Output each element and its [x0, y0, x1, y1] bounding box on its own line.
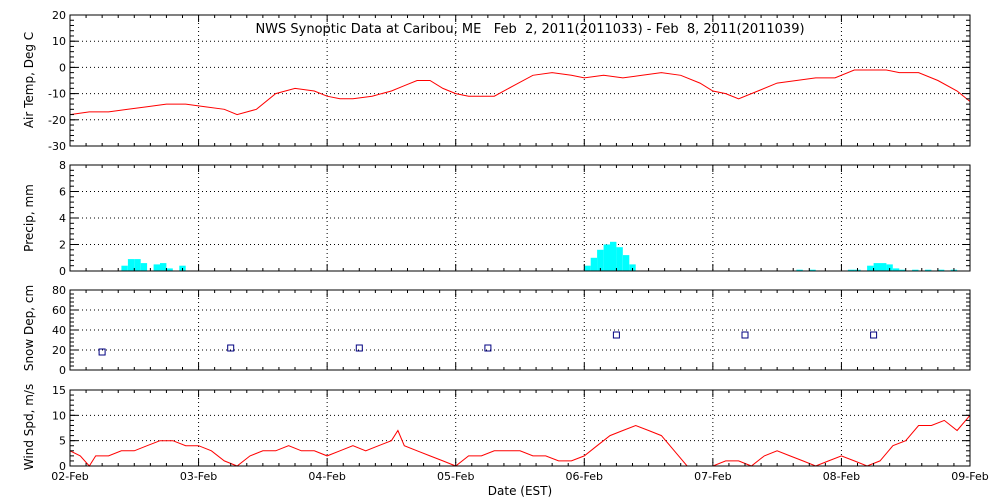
- y-tick-label: 80: [52, 284, 66, 297]
- precip-bar: [867, 265, 874, 271]
- precip-bar: [166, 268, 173, 271]
- snow-depth-point: [741, 331, 749, 339]
- x-tick-label: 09-Feb: [951, 470, 988, 483]
- precip-bar: [937, 269, 945, 271]
- y-tick-label: 40: [52, 324, 66, 337]
- precip-bar: [629, 264, 636, 271]
- xlabel: Date (EST): [488, 484, 552, 498]
- y-tick-label: 10: [52, 35, 66, 48]
- ylabel-air-temp: Air Temp, Deg C: [22, 32, 36, 128]
- series-line-air-temp: [69, 69, 971, 116]
- precip-bar: [880, 263, 887, 271]
- x-tick-label: 08-Feb: [823, 470, 860, 483]
- precip-bar: [925, 269, 932, 271]
- y-tick-label: 2: [59, 239, 66, 252]
- precip-bar: [899, 269, 906, 271]
- y-tick-label: 10: [52, 409, 66, 422]
- x-tick-label: 06-Feb: [566, 470, 603, 483]
- precip-bar: [160, 263, 167, 271]
- y-tick-label: 20: [52, 344, 66, 357]
- y-tick-label: 5: [59, 435, 66, 448]
- y-tick-label: -20: [48, 114, 66, 127]
- panel-snow-depth: Snow Dep, cm 80 60 40 20 0: [22, 284, 971, 377]
- precip-bar: [912, 269, 919, 271]
- precip-bar: [892, 268, 900, 271]
- y-tick-label: 15: [52, 384, 66, 397]
- x-tick-label: 04-Feb: [308, 470, 345, 483]
- precip-bar: [873, 263, 880, 271]
- y-tick-label: -30: [48, 140, 66, 153]
- y-tick-label: 4: [59, 212, 66, 225]
- x-tick-label: 03-Feb: [180, 470, 217, 483]
- precip-bar: [590, 257, 598, 272]
- panel-wind-speed: Wind Spd, m/s 15 10 5 0: [22, 384, 971, 473]
- snow-depth-point: [484, 344, 492, 352]
- precip-bar: [127, 259, 135, 271]
- y-tick-label: 0: [59, 265, 66, 278]
- precip-bar: [847, 269, 855, 271]
- snow-depth-point: [98, 348, 106, 356]
- x-tick-label: 07-Feb: [694, 470, 731, 483]
- plot-frame-snow-depth: [69, 289, 971, 371]
- panel-air-temp: Air Temp, Deg C 20 10 0 -10 -20 -30: [22, 9, 971, 153]
- x-tick-label: 02-Feb: [51, 470, 88, 483]
- precip-bar: [809, 269, 816, 271]
- precip-bar: [597, 249, 604, 271]
- ylabel-precip: Precip, mm: [22, 184, 36, 252]
- y-tick-label: 0: [59, 364, 66, 377]
- precip-bar: [153, 264, 160, 271]
- snow-depth-point: [612, 331, 620, 339]
- x-tick-label: 05-Feb: [437, 470, 474, 483]
- y-tick-label: 60: [52, 304, 66, 317]
- chart-title: NWS Synoptic Data at Caribou, ME Feb 2, …: [255, 22, 804, 37]
- x-axis: 02-Feb 03-Feb 04-Feb 05-Feb 06-Feb 07-Feb 08-F…: [51, 470, 988, 498]
- precip-bar: [622, 255, 630, 271]
- precip-bar: [616, 247, 623, 271]
- plot-frame-precip: [69, 164, 971, 272]
- plot-frame-wind-speed: [69, 389, 971, 467]
- panel-precip: Precip, mm 8 6 4 2 0: [22, 159, 971, 278]
- precip-bar: [584, 265, 591, 271]
- ylabel-wind-speed: Wind Spd, m/s: [22, 384, 36, 470]
- precip-bar: [603, 244, 610, 271]
- y-tick-label: 0: [59, 61, 66, 74]
- precip-bar: [140, 263, 148, 271]
- precip-bar: [121, 265, 128, 271]
- y-tick-label: 20: [52, 9, 66, 22]
- precip-bar: [886, 264, 893, 271]
- precip-bar: [796, 269, 803, 271]
- snow-depth-point: [227, 344, 235, 352]
- ylabel-snow-depth: Snow Dep, cm: [22, 285, 36, 371]
- precip-bar: [610, 241, 617, 271]
- snow-depth-point: [870, 331, 878, 339]
- y-tick-label: 6: [59, 186, 66, 199]
- y-tick-label: 8: [59, 159, 66, 172]
- plot-frame-air-temp: [69, 14, 971, 147]
- precip-bar: [134, 259, 141, 271]
- snow-depth-point: [355, 344, 363, 352]
- y-tick-label: 0: [59, 460, 66, 473]
- y-tick-label: -10: [48, 88, 66, 101]
